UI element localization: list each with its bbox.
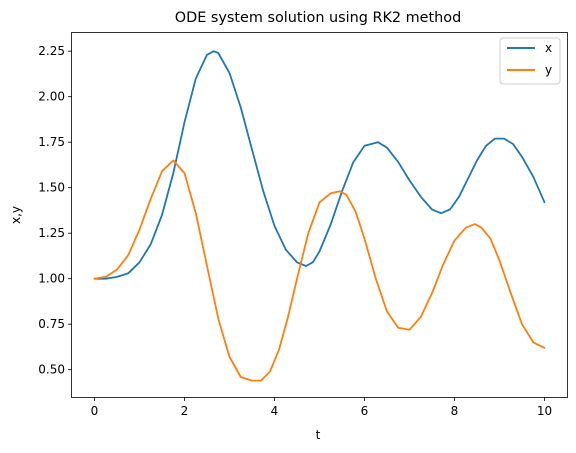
chart-title: ODE system solution using RK2 method [175,10,461,26]
plot-lines [93,50,546,382]
legend: x y [499,37,561,85]
y-tick-label: 0.50 [38,363,65,377]
y-tick-label: 1.00 [38,272,65,286]
legend-label-y: y [545,63,552,77]
x-tick-label: 10 [537,404,552,418]
plot-frame [71,32,568,398]
x-tick-label: 2 [181,404,189,418]
y-tick-label: 2.25 [38,44,65,58]
x-tick-label: 8 [451,404,459,418]
y-axis-ticks: 0.50 0.75 1.00 1.25 1.50 1.75 2.00 2.25 [38,44,72,377]
y-tick-label: 1.75 [38,135,65,149]
legend-box [499,37,561,85]
legend-label-x: x [545,41,552,55]
y-axis-label: x,y [9,206,23,224]
x-tick-label: 6 [361,404,369,418]
y-tick-label: 2.00 [38,90,65,104]
y-tick-label: 1.25 [38,226,65,240]
series-line-y [93,159,546,382]
x-axis-label: t [316,428,321,442]
series-line-x [93,50,546,280]
x-tick-label: 4 [271,404,279,418]
x-axis-ticks: 0 2 4 6 8 10 [91,397,552,418]
y-tick-label: 1.50 [38,181,65,195]
x-tick-label: 0 [91,404,99,418]
y-tick-label: 0.75 [38,317,65,331]
